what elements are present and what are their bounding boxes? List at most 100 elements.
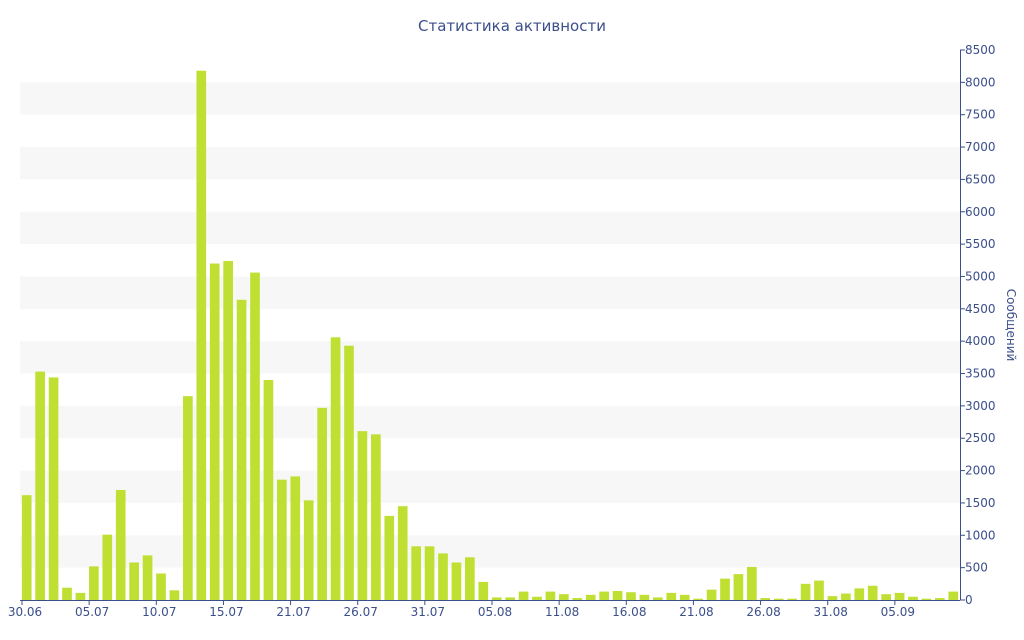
bar [21, 495, 32, 600]
x-tick-label: 11.08 [545, 605, 579, 619]
bar [518, 591, 529, 600]
bar [599, 591, 609, 600]
grid-band [20, 276, 960, 309]
x-tick-label: 05.09 [881, 605, 915, 619]
x-tick-label: 31.07 [411, 605, 445, 619]
bar [921, 598, 932, 600]
bar [156, 573, 166, 600]
bar [397, 506, 408, 600]
bar [720, 578, 730, 600]
y-tick-label: 5500 [965, 237, 996, 251]
bar [438, 553, 448, 600]
bar [317, 407, 327, 600]
y-tick-label: 7000 [965, 140, 996, 154]
y-tick-label: 6500 [965, 172, 996, 186]
bar [827, 596, 838, 600]
y-tick-label: 8500 [965, 43, 996, 57]
bar [169, 590, 180, 600]
bar [505, 597, 515, 600]
bar [62, 587, 72, 600]
y-tick-label: 7500 [965, 108, 996, 122]
bar [626, 592, 636, 600]
bar [881, 594, 891, 600]
bar [344, 345, 354, 600]
bar [451, 562, 462, 600]
y-tick-label: 1000 [965, 528, 996, 542]
bar [277, 479, 287, 600]
x-tick-label: 16.08 [612, 605, 646, 619]
bar [129, 562, 139, 600]
bar [666, 592, 677, 600]
bar [330, 337, 341, 600]
grid-band [20, 535, 960, 568]
bar [572, 598, 583, 600]
bar [115, 490, 126, 600]
bar [854, 588, 865, 600]
bar [424, 546, 435, 600]
bar [196, 70, 207, 601]
bar [263, 380, 274, 600]
bar [183, 396, 193, 600]
grid-bands [20, 82, 960, 568]
bar [639, 594, 650, 600]
bar [908, 596, 918, 600]
bar [35, 371, 45, 600]
x-tick-label: 21.07 [276, 605, 310, 619]
bar [223, 260, 233, 600]
bar [760, 598, 771, 600]
bar [787, 598, 797, 600]
y-tick-label: 0 [965, 593, 973, 607]
bar [693, 598, 703, 600]
bar [747, 567, 757, 600]
bar [948, 591, 959, 600]
bar [142, 555, 153, 600]
grid-band [20, 341, 960, 374]
y-tick-label: 3500 [965, 367, 996, 381]
grid-band [20, 405, 960, 439]
grid-band [20, 211, 960, 245]
bar [867, 585, 878, 600]
bar [478, 581, 489, 600]
bar [935, 598, 945, 600]
bar [75, 592, 86, 600]
y-tick-label: 2000 [965, 464, 996, 478]
bar [733, 574, 744, 600]
x-tick-label: 26.07 [344, 605, 378, 619]
bar [545, 591, 556, 600]
y-tick-label: 5000 [965, 269, 996, 283]
bar [465, 557, 475, 600]
bar [89, 566, 99, 600]
y-tick-label: 500 [965, 561, 988, 575]
y-tick-label: 1500 [965, 496, 996, 510]
x-tick-label: 15.07 [209, 605, 243, 619]
x-tick-label: 05.07 [75, 605, 109, 619]
bar [679, 594, 690, 600]
y-axis-title: Сообщений [1004, 289, 1018, 362]
x-tick-label: 30.06 [8, 605, 42, 619]
y-tick-label: 8000 [965, 75, 996, 89]
x-tick-label: 26.08 [746, 605, 780, 619]
x-tick-label: 31.08 [814, 605, 848, 619]
y-tick-label: 4000 [965, 334, 996, 348]
axes: 0 500 1000 1500 2000 2500 3000 3500 4000 4500 5000… [8, 43, 996, 619]
bar [236, 299, 247, 600]
grid-band [20, 82, 960, 115]
x-tick-label: 10.07 [142, 605, 176, 619]
bar [585, 594, 596, 600]
y-tick-label: 6000 [965, 205, 996, 219]
bar [800, 583, 811, 600]
bar [532, 596, 542, 600]
x-tick-label: 21.08 [679, 605, 713, 619]
bar [773, 598, 784, 600]
bar [491, 597, 502, 600]
bar [48, 377, 59, 600]
bar [303, 500, 314, 600]
bar [814, 580, 824, 600]
bar [384, 515, 395, 600]
y-tick-label: 4500 [965, 302, 996, 316]
bar [841, 593, 851, 600]
bar [102, 534, 113, 600]
grid-band [20, 147, 960, 180]
y-tick-label: 2500 [965, 431, 996, 445]
